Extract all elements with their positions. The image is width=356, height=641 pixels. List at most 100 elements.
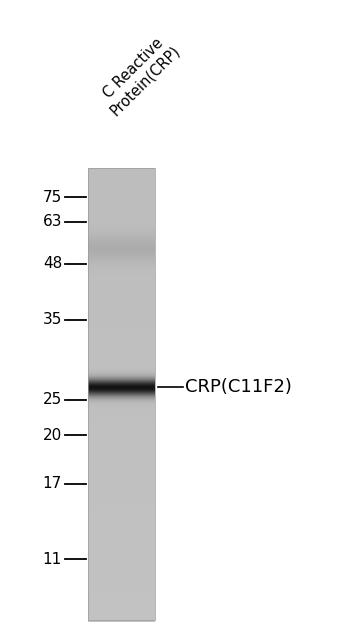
Bar — [88, 557, 155, 558]
Bar — [88, 583, 155, 585]
Bar — [88, 350, 155, 351]
Bar — [88, 328, 155, 329]
Bar — [88, 538, 155, 540]
Bar — [88, 394, 155, 395]
Bar — [88, 408, 155, 410]
Bar — [88, 535, 155, 537]
Bar — [88, 300, 155, 301]
Bar — [88, 459, 155, 460]
Bar — [88, 253, 155, 254]
Bar — [88, 310, 155, 312]
Bar — [88, 465, 155, 467]
Bar — [88, 341, 155, 342]
Bar — [88, 503, 155, 504]
Bar — [88, 333, 155, 335]
Bar — [88, 442, 155, 444]
Bar — [88, 291, 155, 292]
Bar — [88, 280, 155, 281]
Bar — [88, 340, 155, 342]
Bar — [88, 509, 155, 510]
Bar — [88, 564, 155, 565]
Bar — [88, 206, 155, 208]
Bar — [88, 351, 155, 353]
Bar — [88, 358, 155, 360]
Bar — [88, 308, 155, 310]
Bar — [88, 414, 155, 415]
Bar — [88, 556, 155, 558]
Bar — [88, 212, 155, 213]
Bar — [88, 441, 155, 442]
Bar — [88, 315, 155, 317]
Bar — [88, 566, 155, 567]
Bar — [88, 189, 155, 190]
Bar — [88, 449, 155, 451]
Bar — [88, 544, 155, 545]
Text: 75: 75 — [43, 190, 62, 204]
Bar — [88, 218, 155, 219]
Bar — [88, 575, 155, 576]
Bar — [88, 607, 155, 608]
Bar — [88, 244, 155, 246]
Bar — [88, 511, 155, 513]
Bar — [88, 543, 155, 544]
Bar — [88, 364, 155, 365]
Bar — [88, 225, 155, 226]
Bar — [88, 480, 155, 481]
Bar — [88, 555, 155, 556]
Bar — [88, 599, 155, 601]
Bar — [88, 451, 155, 453]
Bar — [88, 209, 155, 210]
Bar — [88, 177, 155, 178]
Bar — [88, 263, 155, 265]
Bar — [88, 519, 155, 520]
Bar — [88, 298, 155, 299]
Bar — [88, 458, 155, 460]
Bar — [88, 210, 155, 212]
Bar — [88, 438, 155, 440]
Bar — [88, 236, 155, 238]
Bar — [88, 497, 155, 499]
Bar — [88, 421, 155, 422]
Bar — [88, 405, 155, 406]
Bar — [88, 264, 155, 265]
Bar — [88, 183, 155, 185]
Bar — [88, 349, 155, 351]
Bar — [88, 395, 155, 397]
Bar — [88, 520, 155, 522]
Bar — [88, 499, 155, 501]
Bar — [88, 237, 155, 238]
Bar — [88, 524, 155, 526]
Bar — [88, 202, 155, 203]
Bar — [88, 540, 155, 542]
Bar — [88, 371, 155, 372]
Bar — [88, 381, 155, 383]
Bar — [88, 245, 155, 247]
Bar — [88, 573, 155, 574]
Bar — [88, 342, 155, 344]
Bar — [88, 620, 155, 622]
Bar — [88, 443, 155, 444]
Bar — [88, 602, 155, 603]
Bar — [88, 372, 155, 374]
Bar — [88, 304, 155, 306]
Bar — [88, 235, 155, 237]
Bar — [88, 195, 155, 197]
Bar — [88, 260, 155, 262]
Bar — [88, 477, 155, 478]
Bar — [88, 319, 155, 320]
Bar — [88, 367, 155, 369]
Bar — [88, 406, 155, 408]
Bar — [88, 613, 155, 615]
Bar — [88, 357, 155, 358]
Bar — [88, 456, 155, 458]
Bar — [88, 180, 155, 181]
Bar — [88, 580, 155, 581]
Text: 11: 11 — [43, 551, 62, 567]
Bar — [88, 474, 155, 476]
Bar — [88, 238, 155, 240]
Bar — [88, 476, 155, 478]
Bar — [88, 478, 155, 479]
Bar — [88, 559, 155, 560]
Bar — [88, 220, 155, 222]
Bar — [88, 297, 155, 299]
